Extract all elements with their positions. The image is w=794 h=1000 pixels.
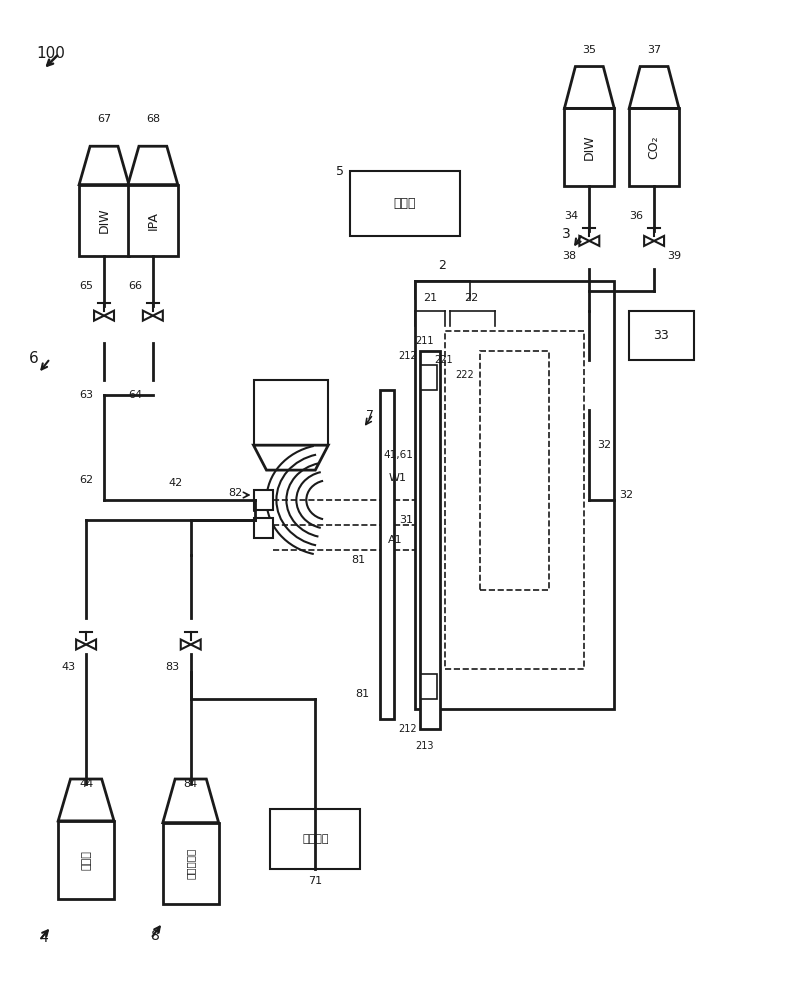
Bar: [271, 809, 360, 869]
Polygon shape: [79, 146, 129, 185]
Text: 38: 38: [562, 251, 576, 261]
Polygon shape: [644, 236, 654, 246]
Text: 4: 4: [39, 931, 48, 945]
Text: 升降机构: 升降机构: [302, 834, 329, 844]
Text: 84: 84: [183, 779, 198, 789]
Text: 71: 71: [308, 876, 322, 886]
Bar: [445, 331, 584, 669]
Text: 5: 5: [336, 165, 345, 178]
Polygon shape: [94, 311, 104, 321]
Bar: [163, 823, 218, 904]
Text: 控制部: 控制部: [394, 197, 416, 210]
Text: 35: 35: [582, 45, 596, 55]
Text: 213: 213: [415, 741, 434, 751]
Text: 68: 68: [146, 114, 160, 124]
Polygon shape: [589, 236, 599, 246]
Text: 67: 67: [97, 114, 111, 124]
Text: 44: 44: [79, 779, 93, 789]
Polygon shape: [565, 67, 615, 108]
Bar: [415, 281, 615, 709]
Polygon shape: [143, 311, 153, 321]
Text: 212: 212: [399, 351, 418, 361]
Text: 42: 42: [168, 478, 183, 488]
Text: 32: 32: [619, 490, 634, 500]
Bar: [629, 311, 694, 360]
Polygon shape: [654, 236, 664, 246]
Text: 65: 65: [79, 281, 93, 291]
Bar: [421, 365, 437, 390]
Bar: [58, 821, 114, 899]
Text: 7: 7: [366, 409, 374, 422]
Bar: [565, 108, 615, 186]
Polygon shape: [104, 311, 114, 321]
Text: 100: 100: [37, 46, 66, 61]
Text: DIW: DIW: [98, 207, 110, 233]
Bar: [480, 351, 549, 590]
Text: 31: 31: [399, 515, 413, 525]
Bar: [253, 518, 273, 538]
Bar: [380, 390, 394, 719]
Text: IPA: IPA: [146, 211, 160, 230]
Text: 43: 43: [61, 662, 75, 672]
Text: 212: 212: [399, 724, 418, 734]
Text: 222: 222: [456, 370, 474, 380]
Text: 39: 39: [667, 251, 681, 261]
Text: 37: 37: [647, 45, 661, 55]
Bar: [253, 490, 273, 510]
Text: CO₂: CO₂: [648, 135, 661, 159]
Text: 22: 22: [464, 293, 479, 303]
Polygon shape: [163, 779, 218, 823]
Text: 3: 3: [562, 227, 571, 241]
Polygon shape: [86, 640, 96, 649]
Bar: [79, 185, 129, 256]
Polygon shape: [580, 236, 589, 246]
Polygon shape: [181, 640, 191, 649]
Text: 82: 82: [229, 488, 243, 498]
Polygon shape: [191, 640, 201, 649]
Text: 6: 6: [29, 351, 38, 366]
Bar: [128, 185, 178, 256]
Text: A1: A1: [387, 535, 403, 545]
Text: 66: 66: [128, 281, 142, 291]
Text: W1: W1: [389, 473, 407, 483]
Text: 83: 83: [166, 662, 180, 672]
Text: 32: 32: [597, 440, 611, 450]
Bar: [350, 171, 460, 236]
Polygon shape: [128, 146, 178, 185]
Text: 36: 36: [629, 211, 643, 221]
Polygon shape: [58, 779, 114, 821]
Text: 221: 221: [434, 355, 453, 365]
Text: 62: 62: [79, 475, 93, 485]
Text: 63: 63: [79, 390, 93, 400]
Text: 8: 8: [152, 929, 160, 943]
Bar: [420, 351, 440, 729]
Text: 蚀刻液: 蚀刻液: [81, 850, 91, 870]
Bar: [421, 674, 437, 699]
Text: 41,61: 41,61: [383, 450, 413, 460]
Polygon shape: [76, 640, 86, 649]
Text: 64: 64: [128, 390, 142, 400]
Polygon shape: [153, 311, 163, 321]
Text: 34: 34: [565, 211, 579, 221]
Bar: [629, 108, 679, 186]
Text: 211: 211: [415, 336, 434, 346]
Text: 81: 81: [355, 689, 369, 699]
Polygon shape: [629, 67, 679, 108]
Text: 81: 81: [351, 555, 365, 565]
Polygon shape: [253, 445, 328, 470]
Text: 33: 33: [653, 329, 669, 342]
Text: 2: 2: [438, 259, 445, 272]
Bar: [253, 380, 328, 445]
Text: 非活性气体: 非活性气体: [186, 847, 196, 879]
Text: DIW: DIW: [583, 134, 596, 160]
Text: 21: 21: [423, 293, 437, 303]
